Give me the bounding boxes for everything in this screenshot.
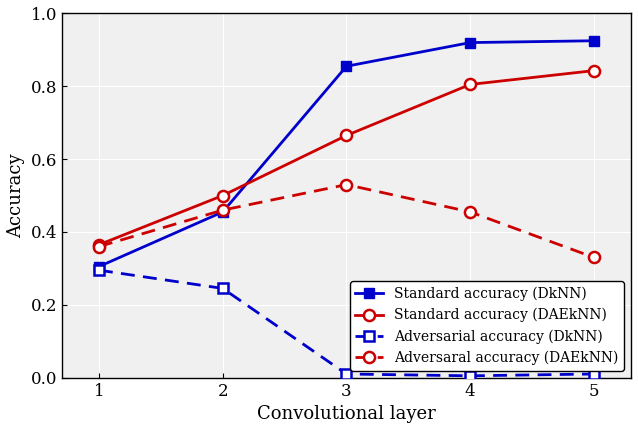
Y-axis label: Accuracy: Accuracy <box>7 153 25 238</box>
Legend: Standard accuracy (DkNN), Standard accuracy (DAEkNN), Adversarial accuracy (DkNN: Standard accuracy (DkNN), Standard accur… <box>350 281 624 371</box>
X-axis label: Convolutional layer: Convolutional layer <box>257 405 436 423</box>
